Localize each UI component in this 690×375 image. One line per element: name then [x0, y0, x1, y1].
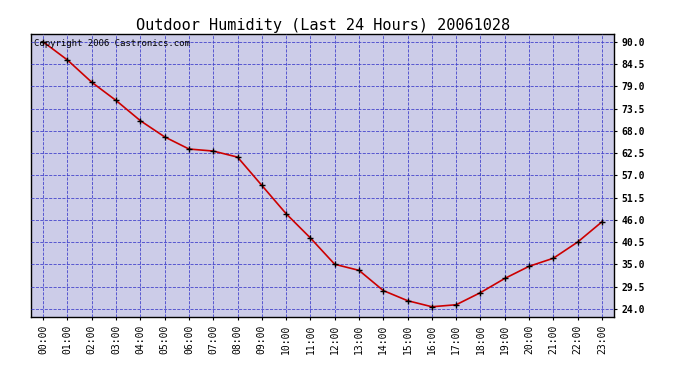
Text: Copyright 2006 Castronics.com: Copyright 2006 Castronics.com [34, 39, 190, 48]
Title: Outdoor Humidity (Last 24 Hours) 20061028: Outdoor Humidity (Last 24 Hours) 2006102… [135, 18, 510, 33]
